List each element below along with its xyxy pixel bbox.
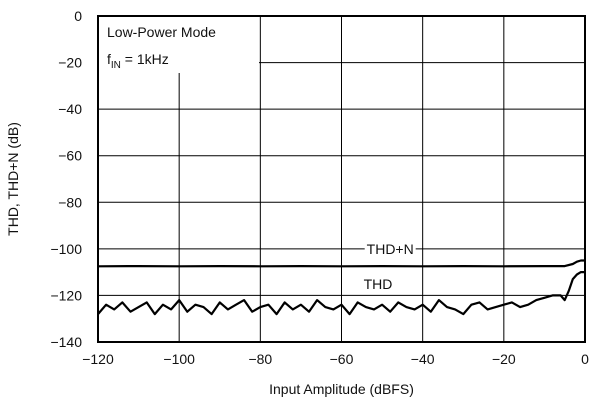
series-label-background (364, 238, 416, 258)
annotation-freq-symbol: f (107, 51, 111, 67)
y-tick-label: −20 (58, 55, 82, 71)
x-axis-label: Input Amplitude (dBFS) (269, 381, 414, 397)
y-tick-label: −140 (50, 334, 82, 350)
y-tick-label: −100 (50, 241, 82, 257)
y-tick-label: −120 (50, 287, 82, 303)
series-label-background (361, 273, 395, 293)
y-tick-label: 0 (74, 8, 82, 24)
y-tick-label: −80 (58, 194, 82, 210)
series-label-0: THD+N (367, 241, 414, 257)
x-tick-label: −20 (492, 351, 516, 367)
plot-frame (97, 15, 586, 343)
x-tick-label: −40 (411, 351, 435, 367)
series-label-1: THD (364, 276, 393, 292)
y-tick-label: −60 (58, 148, 82, 164)
x-tick-label: −120 (82, 351, 114, 367)
series-layer: THD+N THD (97, 238, 585, 316)
y-axis-label: THD, THD+N (dB) (5, 122, 21, 236)
annotation-frequency: fIN = 1kHz (107, 51, 169, 71)
x-tick-label: −80 (248, 351, 272, 367)
x-tick-label: 0 (581, 351, 589, 367)
series-line-thd-n (97, 259, 585, 268)
x-tick-label: −60 (330, 351, 354, 367)
annotation-freq-value: = 1kHz (121, 51, 169, 67)
annotation-background (99, 17, 259, 73)
x-tick-label: −100 (163, 351, 195, 367)
annotation-mode: Low-Power Mode (107, 24, 216, 40)
tick-labels: −120 −100 −80 −60 −40 −20 0 0 −20 −40 −60 −80 −100 −1… (50, 8, 589, 367)
series-line-thd (97, 271, 585, 316)
annotation-freq-subscript: IN (111, 60, 121, 71)
y-tick-label: −40 (58, 101, 82, 117)
